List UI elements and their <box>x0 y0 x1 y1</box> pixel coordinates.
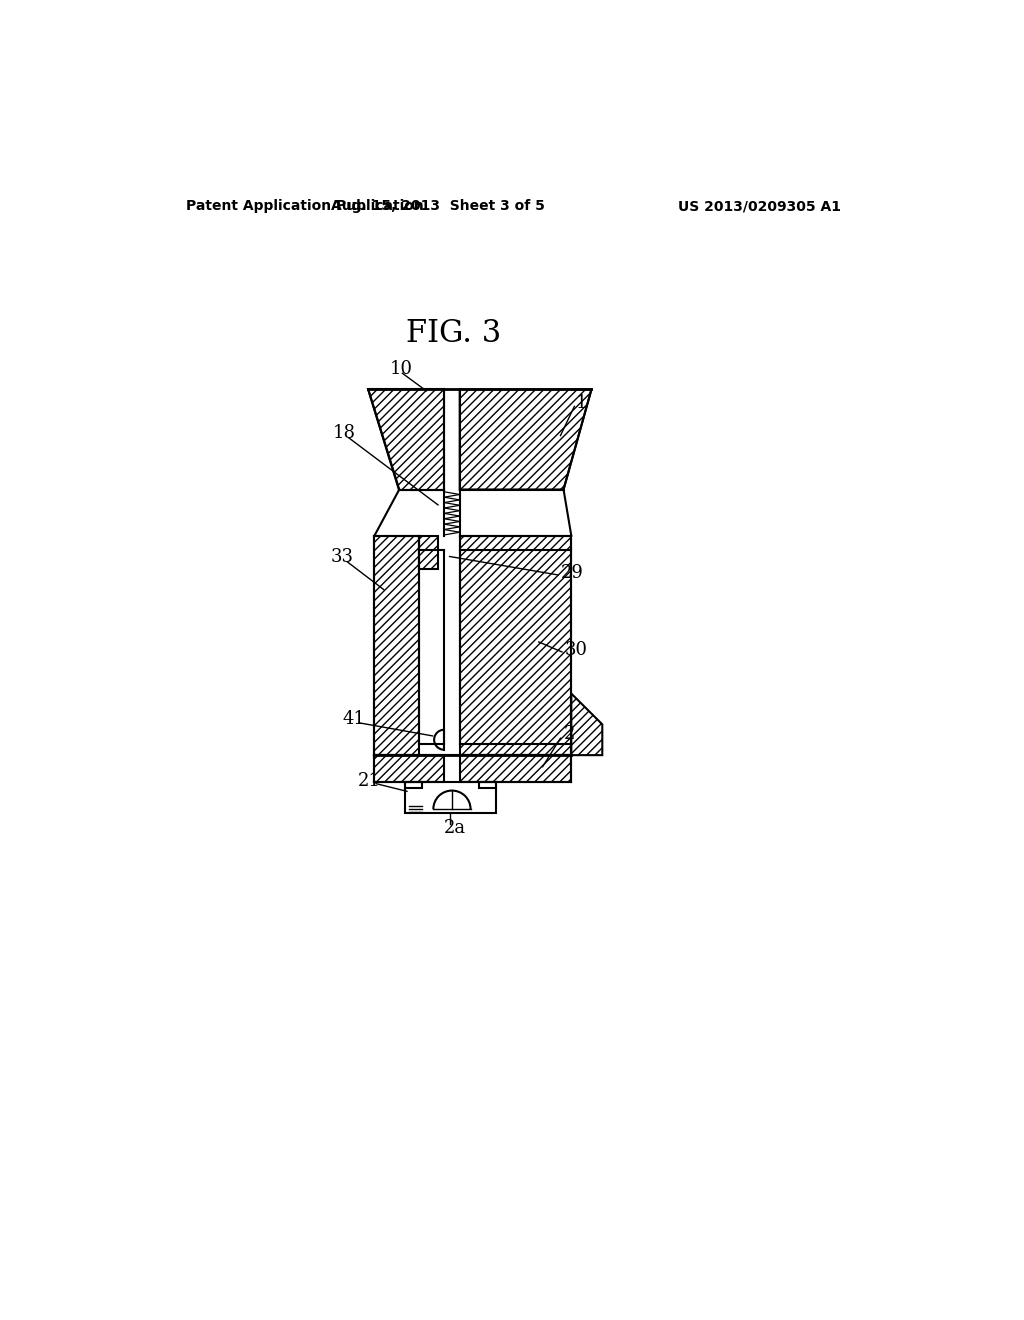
Text: 1: 1 <box>575 395 588 412</box>
Polygon shape <box>375 536 419 755</box>
Polygon shape <box>460 536 571 755</box>
Text: 2a: 2a <box>444 820 466 837</box>
Text: 18: 18 <box>333 424 355 442</box>
Polygon shape <box>375 755 444 781</box>
Text: US 2013/0209305 A1: US 2013/0209305 A1 <box>678 199 841 213</box>
Text: Aug. 15, 2013  Sheet 3 of 5: Aug. 15, 2013 Sheet 3 of 5 <box>331 199 545 213</box>
Text: FIG. 3: FIG. 3 <box>406 318 501 350</box>
Text: 21: 21 <box>357 772 380 789</box>
Polygon shape <box>369 389 444 490</box>
Text: 30: 30 <box>564 640 588 659</box>
Polygon shape <box>460 755 571 781</box>
Polygon shape <box>571 693 602 755</box>
Text: 10: 10 <box>390 359 413 378</box>
Text: Patent Application Publication: Patent Application Publication <box>186 199 424 213</box>
Polygon shape <box>419 536 438 569</box>
Polygon shape <box>460 389 592 490</box>
Text: 41: 41 <box>343 710 366 727</box>
Text: 29: 29 <box>560 564 584 582</box>
Text: 33: 33 <box>331 548 354 566</box>
Polygon shape <box>404 781 496 813</box>
Text: 2: 2 <box>563 726 574 743</box>
